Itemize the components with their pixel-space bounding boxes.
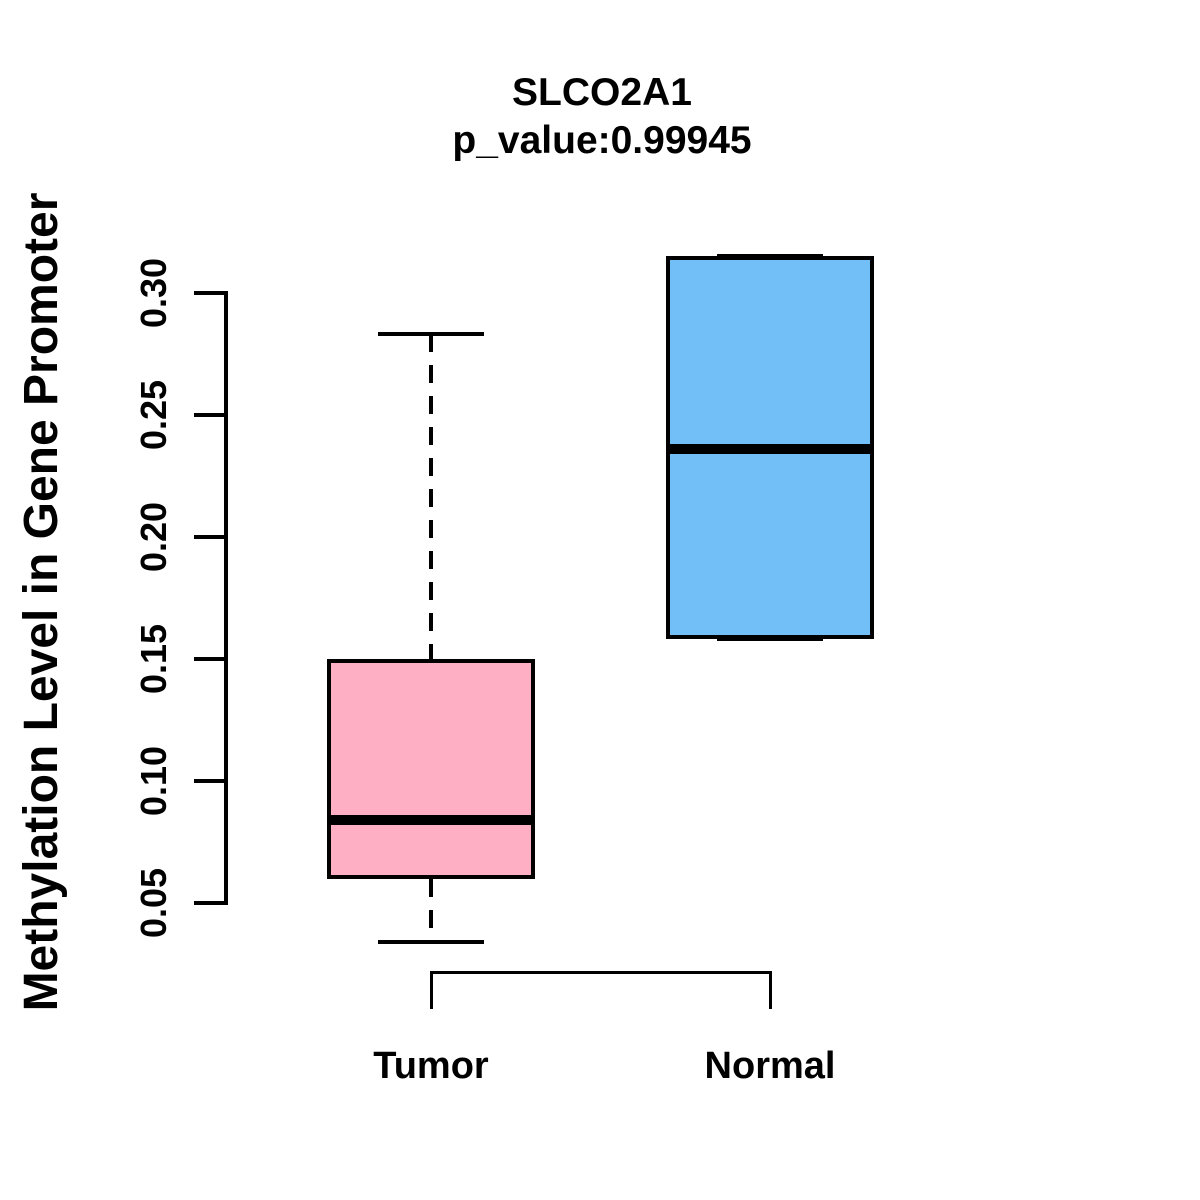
- y-tick-label: 0.30: [133, 257, 174, 329]
- y-axis-line: [224, 291, 228, 905]
- y-tick-label: 0.20: [133, 501, 174, 573]
- y-axis-tick: [194, 291, 224, 295]
- y-axis-label: Methylation Level in Gene Promoter: [15, 192, 68, 1012]
- y-tick-label: 0.15: [133, 623, 174, 695]
- category-label-normal: Normal: [704, 1045, 836, 1087]
- x-axis-line: [431, 971, 770, 974]
- lower-whisker-cap: [378, 940, 484, 944]
- upper-whisker-cap: [378, 332, 484, 336]
- category-label-tumor: Tumor: [373, 1045, 489, 1087]
- lower-whisker-line: [429, 879, 433, 942]
- y-axis-tick: [194, 535, 224, 539]
- x-axis-tick: [429, 971, 433, 1009]
- y-tick-label: 0.10: [133, 745, 174, 817]
- chart-subtitle: p_value:0.99945: [452, 119, 752, 162]
- y-axis-tick: [194, 901, 224, 905]
- y-axis-tick: [194, 779, 224, 783]
- chart-title: SLCO2A1: [512, 71, 692, 114]
- x-axis-tick: [768, 971, 772, 1009]
- y-tick-label: 0.05: [133, 867, 174, 939]
- y-axis-tick: [194, 657, 224, 661]
- y-axis-tick: [194, 413, 224, 417]
- median-line-normal: [670, 444, 870, 454]
- box-tumor: [327, 659, 535, 879]
- lower-whisker-cap: [717, 637, 823, 641]
- y-tick-label: 0.25: [133, 379, 174, 451]
- median-line-tumor: [331, 815, 531, 825]
- upper-whisker-line: [429, 334, 433, 659]
